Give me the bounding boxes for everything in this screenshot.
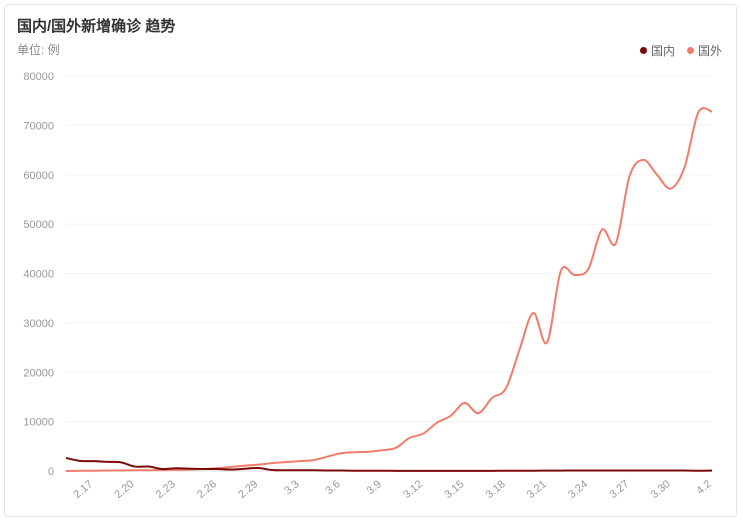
x-tick-label: 2.29 [236,478,260,501]
legend: 国内 国外 [639,42,722,59]
x-tick-label: 3.3 [282,478,301,497]
x-tick-label: 3.30 [649,478,673,501]
y-tick-label: 60000 [23,170,54,182]
y-tick-label: 50000 [23,219,54,231]
x-tick-label: 3.21 [525,478,549,501]
x-tick-label: 3.9 [365,478,384,497]
legend-item-domestic[interactable]: 国内 [639,42,675,59]
y-tick-label: 80000 [23,71,54,83]
x-tick-label: 2.26 [195,478,219,501]
y-tick-label: 10000 [23,417,54,429]
x-tick-label: 3.24 [566,478,590,501]
y-tick-label: 30000 [23,318,54,330]
series-line-domestic [65,456,713,472]
chart-card: 国内/国外新增确诊 趋势 单位: 例 国内 国外 [4,4,737,517]
y-tick-label: 0 [48,466,54,478]
legend-dot-domestic [639,47,647,54]
series-line-foreign [65,107,713,472]
x-tick-label: 2.20 [113,478,137,501]
x-tick-label: 3.12 [401,478,425,501]
x-tick-label: 3.18 [484,478,508,501]
x-tick-label: 3.27 [607,478,631,501]
chart-title: 国内/国外新增确诊 趋势 [17,18,176,35]
y-tick-label: 20000 [23,367,54,379]
x-tick-label: 3.6 [323,478,342,497]
legend-dot-foreign [686,47,694,54]
x-tick-label: 2.23 [154,478,178,501]
legend-item-foreign[interactable]: 国外 [686,42,722,59]
x-tick-label: 2.17 [71,478,95,501]
x-tick-label: 4.2 [694,478,713,497]
x-tick-label: 3.15 [442,478,466,501]
unit-label: 单位: 例 [17,43,60,57]
y-tick-label: 70000 [23,120,54,132]
legend-label-domestic: 国内 [650,44,675,58]
y-tick-label: 40000 [23,269,54,281]
legend-label-foreign: 国外 [697,44,722,58]
